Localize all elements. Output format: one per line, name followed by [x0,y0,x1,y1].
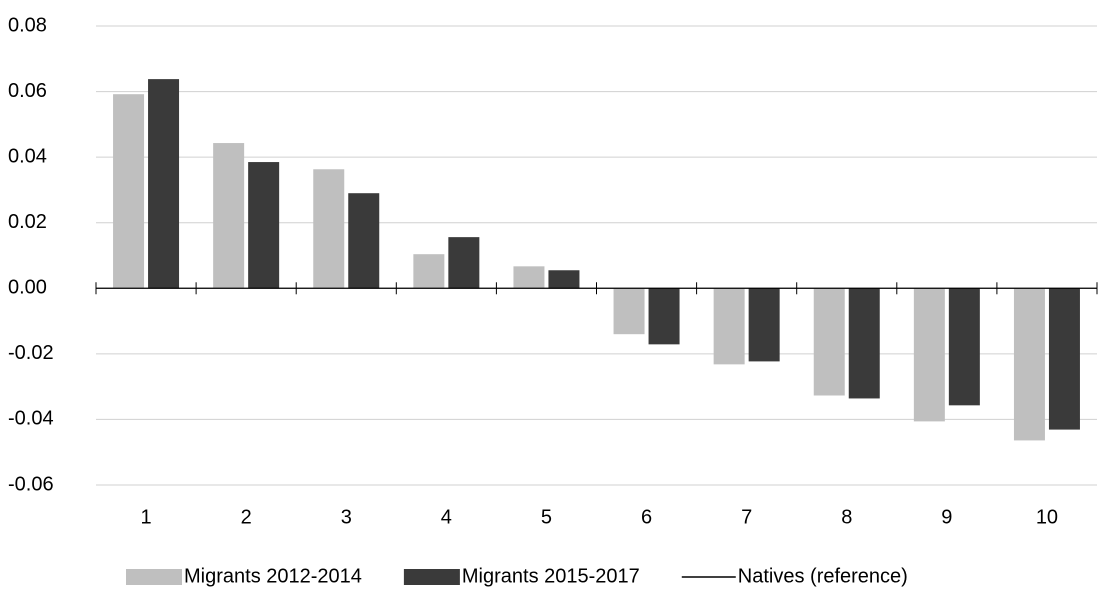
bar [248,162,280,289]
bar [548,270,580,289]
bar [1048,288,1080,430]
y-tick-label: -0.06 [8,473,54,495]
bar [148,79,180,289]
x-tick-label: 1 [140,506,151,528]
y-tick-label: -0.02 [8,342,54,364]
y-tick-label: 0.08 [8,14,47,36]
bar [848,288,880,399]
legend-swatch [403,569,460,585]
bar [113,94,145,289]
bar [948,288,980,406]
bar [713,288,745,365]
y-tick-label: 0.04 [8,145,47,167]
legend-label: Migrants 2012-2014 [184,565,362,587]
bar [748,288,780,362]
x-tick-label: 10 [1036,506,1058,528]
bar [348,193,380,289]
x-tick-label: 8 [841,506,852,528]
x-tick-label: 4 [441,506,452,528]
bar [648,288,680,345]
x-tick-label: 7 [741,506,752,528]
legend-label: Natives (reference) [738,565,908,587]
x-tick-label: 6 [641,506,652,528]
bar [448,237,480,289]
legend-swatch [126,569,182,585]
y-tick-label: 0.06 [8,80,47,102]
legend-label: Migrants 2015-2017 [462,565,640,587]
bar [413,254,445,289]
bar [213,143,245,289]
x-tick-label: 3 [341,506,352,528]
bar [913,288,945,422]
bar [513,266,545,289]
x-tick-label: 9 [941,506,952,528]
bar [613,288,645,335]
bar [813,288,845,396]
y-tick-label: 0.00 [8,277,47,299]
bar [313,169,345,289]
bar [1013,288,1045,441]
x-tick-label: 2 [241,506,252,528]
y-tick-label: -0.04 [8,408,54,430]
y-tick-label: 0.02 [8,211,47,233]
x-tick-label: 5 [541,506,552,528]
